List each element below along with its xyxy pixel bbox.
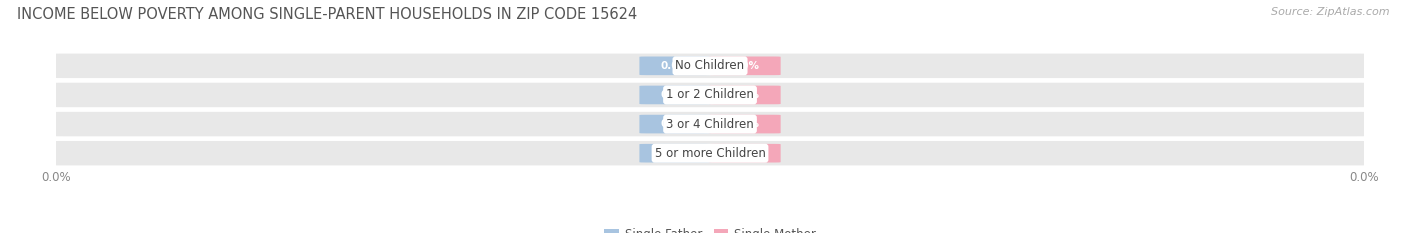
- Text: 0.0%: 0.0%: [730, 61, 759, 71]
- FancyBboxPatch shape: [640, 144, 711, 163]
- FancyBboxPatch shape: [49, 141, 1371, 165]
- Text: 1 or 2 Children: 1 or 2 Children: [666, 89, 754, 101]
- FancyBboxPatch shape: [709, 144, 780, 163]
- Text: 0.0%: 0.0%: [730, 90, 759, 100]
- Text: 0.0%: 0.0%: [661, 119, 690, 129]
- FancyBboxPatch shape: [709, 86, 780, 104]
- Text: INCOME BELOW POVERTY AMONG SINGLE-PARENT HOUSEHOLDS IN ZIP CODE 15624: INCOME BELOW POVERTY AMONG SINGLE-PARENT…: [17, 7, 637, 22]
- Text: Source: ZipAtlas.com: Source: ZipAtlas.com: [1271, 7, 1389, 17]
- FancyBboxPatch shape: [709, 56, 780, 75]
- Text: 0.0%: 0.0%: [661, 148, 690, 158]
- Text: 0.0%: 0.0%: [661, 61, 690, 71]
- FancyBboxPatch shape: [49, 112, 1371, 136]
- FancyBboxPatch shape: [709, 115, 780, 133]
- FancyBboxPatch shape: [49, 54, 1371, 78]
- FancyBboxPatch shape: [640, 115, 711, 133]
- Text: 0.0%: 0.0%: [730, 148, 759, 158]
- Text: No Children: No Children: [675, 59, 745, 72]
- Text: 5 or more Children: 5 or more Children: [655, 147, 765, 160]
- FancyBboxPatch shape: [49, 83, 1371, 107]
- Text: 0.0%: 0.0%: [730, 119, 759, 129]
- FancyBboxPatch shape: [640, 86, 711, 104]
- Legend: Single Father, Single Mother: Single Father, Single Mother: [600, 223, 820, 233]
- FancyBboxPatch shape: [640, 56, 711, 75]
- Text: 3 or 4 Children: 3 or 4 Children: [666, 118, 754, 130]
- Text: 0.0%: 0.0%: [661, 90, 690, 100]
